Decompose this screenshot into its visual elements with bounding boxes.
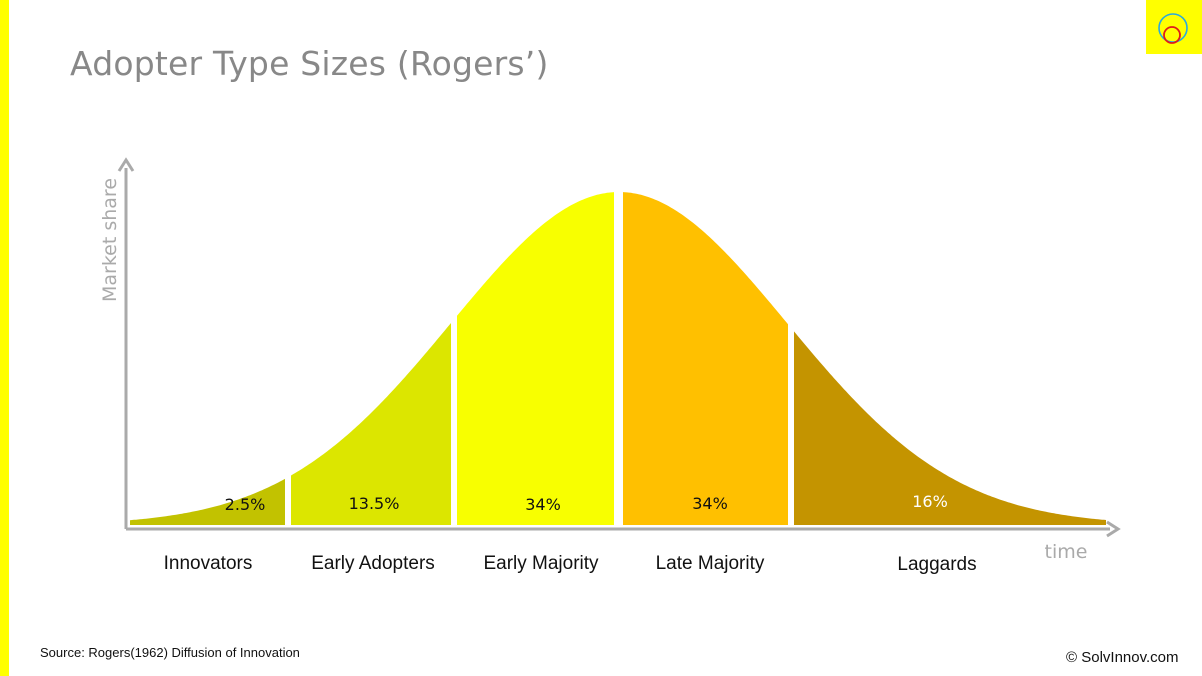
- y-axis-arrowhead: [117, 157, 135, 172]
- segment-laggards: [794, 331, 1106, 525]
- x-axis-label: time: [1045, 541, 1088, 563]
- segment-innovators: [130, 478, 285, 525]
- slide-title: Adopter Type Sizes (Rogers’): [70, 44, 549, 83]
- axes: [117, 157, 1121, 538]
- segment-early-majority: [457, 192, 614, 525]
- left-accent-stripe: [0, 0, 9, 676]
- logo-box: [1146, 0, 1202, 54]
- logo-icon: [1158, 13, 1188, 44]
- category-label-late-majority: Late Majority: [656, 553, 765, 574]
- category-label-early-adopters: Early Adopters: [311, 553, 435, 574]
- value-label-early-majority: 34%: [525, 495, 561, 514]
- value-label-group: 2.5% 13.5% 34% 34% 16%: [225, 492, 948, 514]
- copyright-note: © SolvInnov.com: [1066, 649, 1179, 666]
- value-label-late-majority: 34%: [692, 494, 728, 513]
- category-label-laggards: Laggards: [897, 554, 976, 575]
- segment-early-adopters: [291, 323, 451, 525]
- x-axis-arrowhead: [1106, 520, 1121, 538]
- value-label-innovators: 2.5%: [225, 495, 266, 514]
- value-label-laggards: 16%: [912, 492, 948, 511]
- category-label-innovators: Innovators: [164, 553, 253, 574]
- y-axis-label: Market share: [99, 178, 121, 302]
- segment-group: [130, 192, 1106, 525]
- segment-late-majority: [623, 192, 788, 525]
- value-label-early-adopters: 13.5%: [349, 494, 400, 513]
- category-label-early-majority: Early Majority: [483, 553, 599, 574]
- category-label-group: Innovators Early Adopters Early Majority La…: [164, 553, 977, 575]
- bell-curve-chart: Market share time 2.5% 13.5% 34% 34% 16% Inn…: [99, 157, 1121, 575]
- source-note: Source: Rogers(1962) Diffusion of Innova…: [40, 645, 300, 660]
